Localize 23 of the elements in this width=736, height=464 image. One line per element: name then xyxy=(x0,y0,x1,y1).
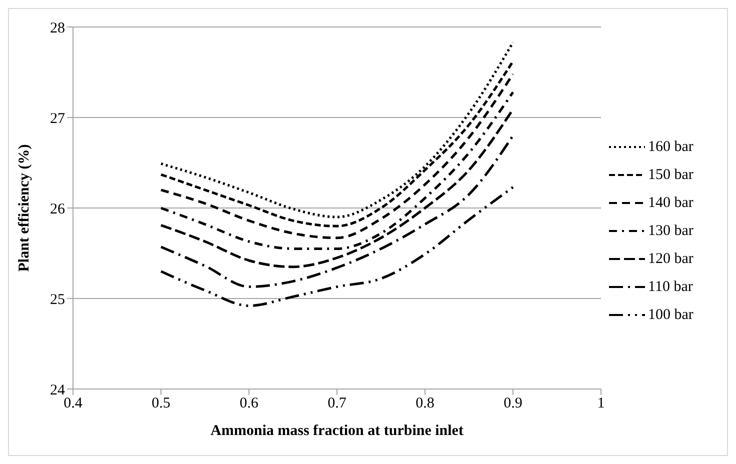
legend-label: 160 bar xyxy=(648,138,694,156)
legend-label: 130 bar xyxy=(648,222,694,240)
legend-label: 110 bar xyxy=(648,278,693,296)
y-tick-label: 27 xyxy=(50,110,66,127)
x-tick-label: 0.5 xyxy=(152,396,170,412)
legend-label: 120 bar xyxy=(648,250,694,268)
x-axis-title: Ammonia mass fraction at turbine inlet xyxy=(210,423,464,439)
x-tick-label: 0.9 xyxy=(504,396,522,412)
y-tick-label: 25 xyxy=(50,292,65,308)
y-axis-title: Plant efficiency (%) xyxy=(16,144,32,272)
x-tick-label: 0.8 xyxy=(416,396,434,412)
legend-label: 150 bar xyxy=(648,166,694,184)
legend-label: 100 bar xyxy=(648,306,694,324)
line-series xyxy=(160,186,514,307)
y-tick-label: 24 xyxy=(50,382,66,398)
y-tick-label: 28 xyxy=(50,20,65,36)
y-tick-label: 26 xyxy=(50,201,66,218)
x-tick-label: 1 xyxy=(597,396,605,412)
x-tick-label: 0.4 xyxy=(64,396,83,412)
line-series xyxy=(160,134,514,288)
x-tick-label: 0.6 xyxy=(240,396,259,412)
legend-label: 140 bar xyxy=(648,194,694,212)
x-tick-label: 0.7 xyxy=(328,396,347,412)
